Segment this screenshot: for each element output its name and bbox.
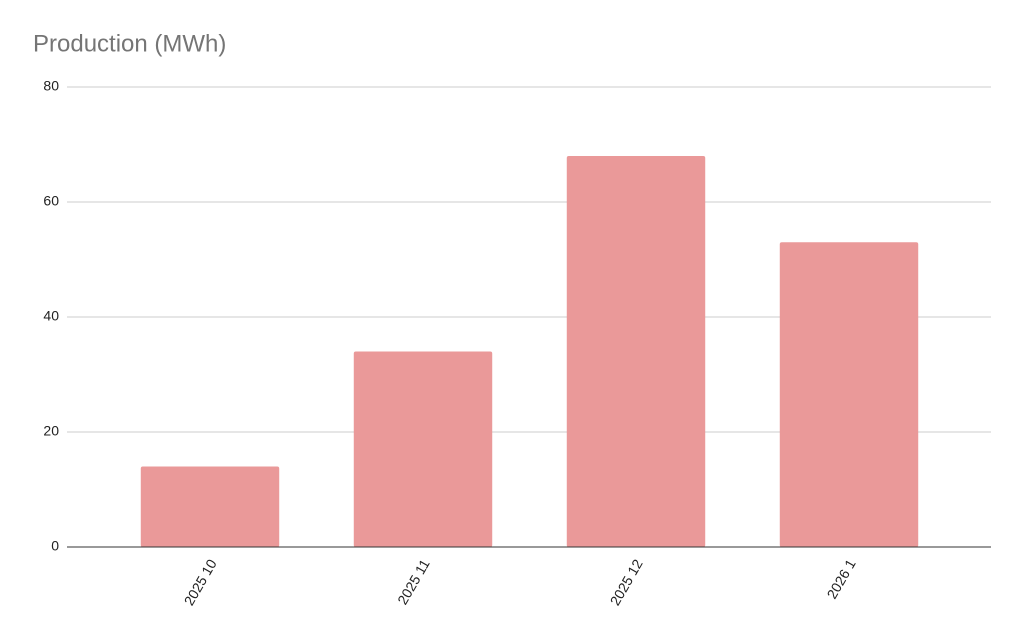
chart-title: Production (MWh) xyxy=(33,30,226,57)
y-tick-label: 40 xyxy=(43,308,59,324)
bar xyxy=(353,351,493,547)
y-tick-label: 20 xyxy=(43,423,59,439)
bar xyxy=(566,156,706,547)
y-tick-label: 0 xyxy=(51,538,59,554)
bar xyxy=(779,242,919,547)
y-tick-label: 60 xyxy=(43,193,59,209)
y-tick-label: 80 xyxy=(43,78,59,94)
bar xyxy=(140,466,280,547)
